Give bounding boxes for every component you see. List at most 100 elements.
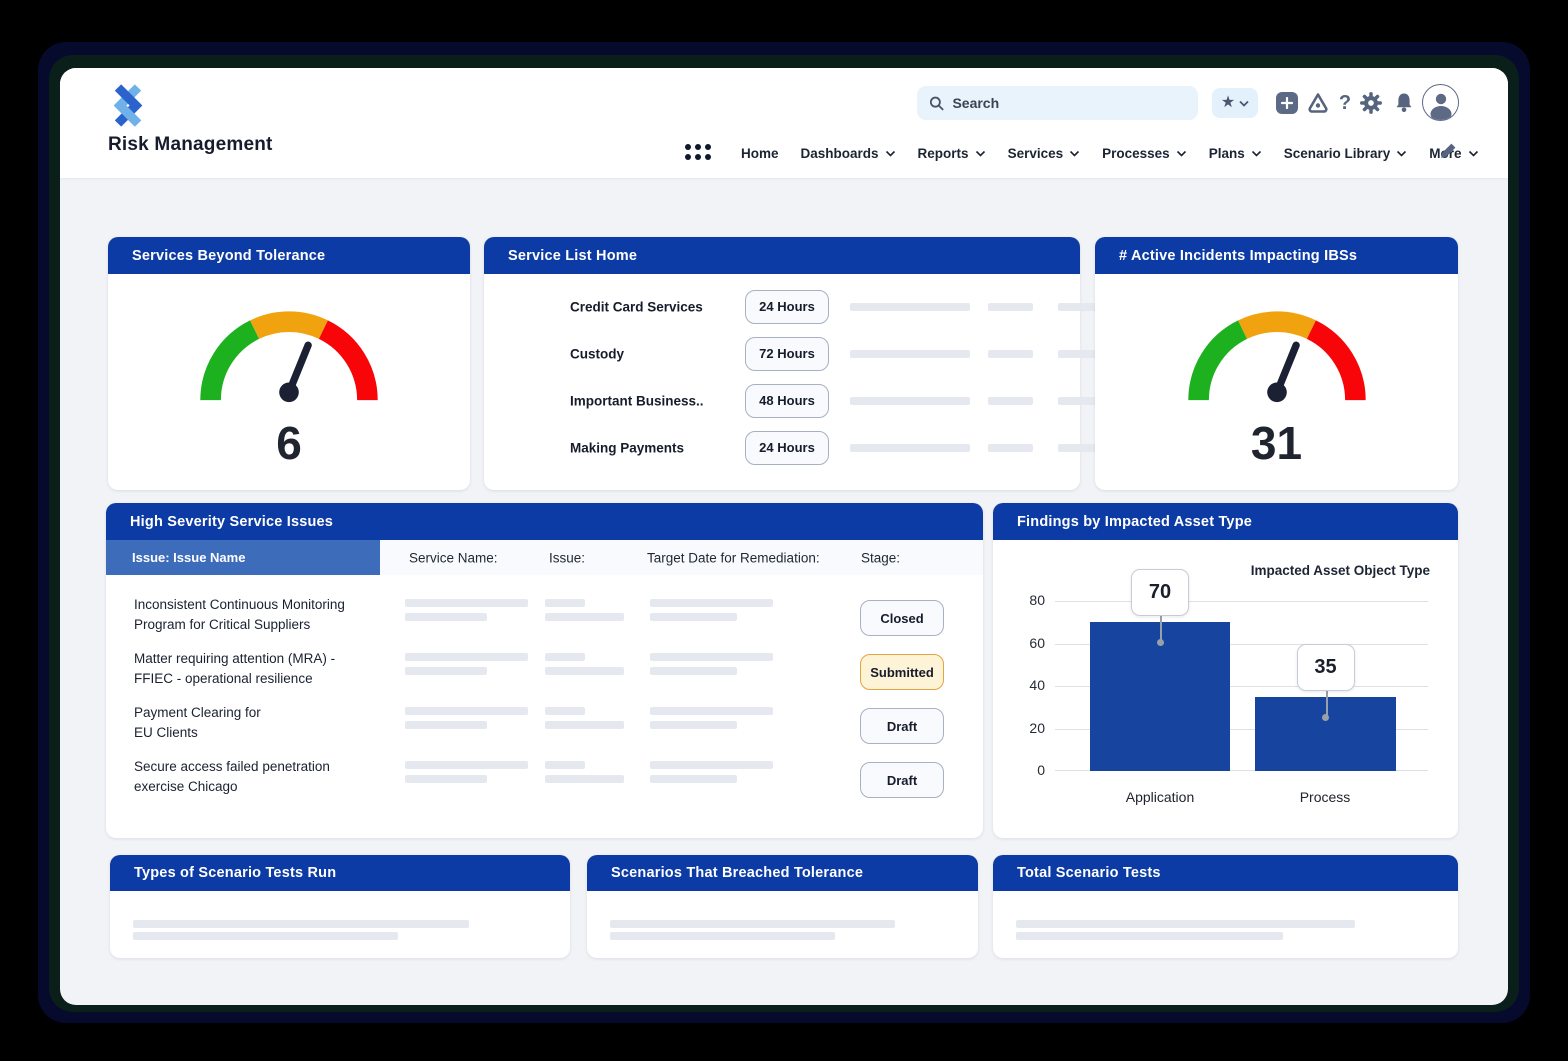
gauge-value: 31 xyxy=(1250,417,1303,469)
placeholder-bar xyxy=(1058,349,1105,358)
add-button[interactable] xyxy=(1276,92,1298,114)
gridline xyxy=(1055,601,1428,602)
card-title: # Active Incidents Impacting IBSs xyxy=(1095,237,1458,274)
placeholder-issue xyxy=(545,707,624,735)
x-axis-label-application: Application xyxy=(1125,789,1195,805)
placeholder-bar xyxy=(1058,302,1105,311)
card-scenarios-breached-tolerance: Scenarios That Breached Tolerance xyxy=(587,855,978,958)
stage-button[interactable]: Closed xyxy=(860,600,944,636)
issue-name: Secure access failed penetration exercise… xyxy=(134,759,330,794)
placeholder-issue xyxy=(545,599,624,627)
card-title: Services Beyond Tolerance xyxy=(108,237,470,274)
nav-item-reports[interactable]: Reports xyxy=(918,146,986,161)
nav-item-plans[interactable]: Plans xyxy=(1209,146,1262,161)
chevron-down-icon xyxy=(885,150,895,157)
list-item: Important Business.. 48 Hours xyxy=(484,377,1105,424)
chart-legend: Impacted Asset Object Type xyxy=(1250,563,1430,578)
placeholder-bar xyxy=(133,932,398,940)
help-button[interactable]: ? xyxy=(1336,90,1354,116)
list-item: Making Payments 24 Hours xyxy=(484,424,1105,471)
issue-name: Matter requiring attention (MRA) - FFIEC … xyxy=(134,651,336,686)
stage-button[interactable]: Draft xyxy=(860,708,944,744)
card-findings-by-asset-type: Findings by Impacted Asset Type Impacted… xyxy=(993,503,1458,838)
stage-button[interactable]: Draft xyxy=(860,762,944,798)
settings-button[interactable] xyxy=(1358,90,1384,116)
placeholder-bar xyxy=(850,396,970,405)
favorites-button[interactable]: ★ xyxy=(1212,88,1258,118)
gear-icon xyxy=(1360,92,1382,114)
callout-dot xyxy=(1156,639,1164,647)
card-title: Scenarios That Breached Tolerance xyxy=(587,855,978,891)
app-launcher-icon[interactable] xyxy=(685,144,711,160)
chevron-down-icon xyxy=(1239,100,1249,107)
table-row: Inconsistent Continuous Monitoring Progra… xyxy=(106,591,983,645)
search-field[interactable] xyxy=(952,95,1186,111)
user-avatar[interactable] xyxy=(1422,84,1459,121)
service-name: Important Business.. xyxy=(570,393,704,408)
search-icon xyxy=(929,96,944,110)
impact-icon xyxy=(1308,93,1328,113)
y-axis-tick: 80 xyxy=(1029,592,1045,608)
callout-dot xyxy=(1322,713,1329,721)
gridline xyxy=(1055,686,1428,687)
star-icon: ★ xyxy=(1220,94,1236,111)
list-item: Credit Card Services 24 Hours xyxy=(484,283,1105,330)
bell-icon xyxy=(1396,93,1412,113)
placeholder-bar xyxy=(1016,920,1356,928)
placeholder-bar xyxy=(1058,443,1105,452)
placeholder-bar xyxy=(988,396,1033,405)
placeholder-bar xyxy=(850,443,970,452)
bar-chart-plot-area: 70 35 xyxy=(1055,569,1428,771)
placeholder-target-date xyxy=(650,761,773,789)
issue-name: Payment Clearing for EU Clients xyxy=(134,705,261,740)
callout-stem xyxy=(1325,690,1328,717)
notifications-button[interactable] xyxy=(1392,91,1416,115)
duration-button[interactable]: 72 Hours xyxy=(745,336,829,371)
card-title: High Severity Service Issues xyxy=(106,503,983,540)
placeholder-bar xyxy=(850,302,970,311)
placeholder-bar xyxy=(850,349,970,358)
question-mark-icon: ? xyxy=(1338,91,1352,114)
table-body: Inconsistent Continuous Monitoring Progra… xyxy=(106,575,983,807)
column-header-service-name: Service Name: xyxy=(409,550,498,565)
nav-item-services[interactable]: Services xyxy=(1008,146,1081,161)
bar-group-process: 35 xyxy=(1255,601,1396,771)
placeholder-target-date xyxy=(650,653,773,681)
impact-button[interactable] xyxy=(1306,91,1330,115)
gridline xyxy=(1055,643,1428,645)
person-icon xyxy=(1430,93,1451,120)
placeholder-bar xyxy=(133,920,469,928)
card-title: Service List Home xyxy=(484,237,1080,274)
placeholder-bar xyxy=(1016,932,1284,940)
x-axis-label-process: Process xyxy=(1299,789,1351,805)
placeholder-bar xyxy=(988,349,1033,358)
service-list: Credit Card Services 24 Hours Custody 72… xyxy=(484,274,1105,471)
nav-item-processes[interactable]: Processes xyxy=(1102,146,1187,161)
duration-button[interactable]: 24 Hours xyxy=(745,289,829,324)
main-nav: Home Dashboards Reports Services Process… xyxy=(741,140,1479,166)
nav-item-dashboards[interactable]: Dashboards xyxy=(801,146,896,161)
search-input[interactable] xyxy=(917,86,1198,120)
nav-item-home[interactable]: Home xyxy=(741,145,779,161)
column-header-issue-name: Issue: Issue Name xyxy=(106,540,380,575)
gridline xyxy=(1055,728,1428,730)
brand-logo-icon xyxy=(113,84,143,127)
table-row: Secure access failed penetration exercise… xyxy=(106,753,983,807)
placeholder-bar xyxy=(610,920,896,928)
y-axis-tick: 20 xyxy=(1029,720,1045,736)
data-label: 70 xyxy=(1131,569,1189,617)
bar-application[interactable] xyxy=(1090,622,1230,771)
table-header-row: Issue: Issue Name Service Name: Issue: T… xyxy=(106,540,983,575)
duration-button[interactable]: 48 Hours xyxy=(745,383,829,418)
placeholder-target-date xyxy=(650,707,773,735)
duration-button[interactable]: 24 Hours xyxy=(745,430,829,465)
stage-button[interactable]: Submitted xyxy=(860,654,944,690)
placeholder-bar xyxy=(1058,396,1105,405)
nav-item-scenario-library[interactable]: Scenario Library xyxy=(1284,146,1408,161)
edit-dashboard-button[interactable] xyxy=(1438,141,1460,163)
bar-group-application: 70 xyxy=(1090,569,1230,771)
chevron-down-icon xyxy=(1176,150,1186,157)
placeholder-bar xyxy=(610,932,835,940)
chevron-down-icon xyxy=(975,150,985,157)
card-title: Types of Scenario Tests Run xyxy=(110,855,570,891)
